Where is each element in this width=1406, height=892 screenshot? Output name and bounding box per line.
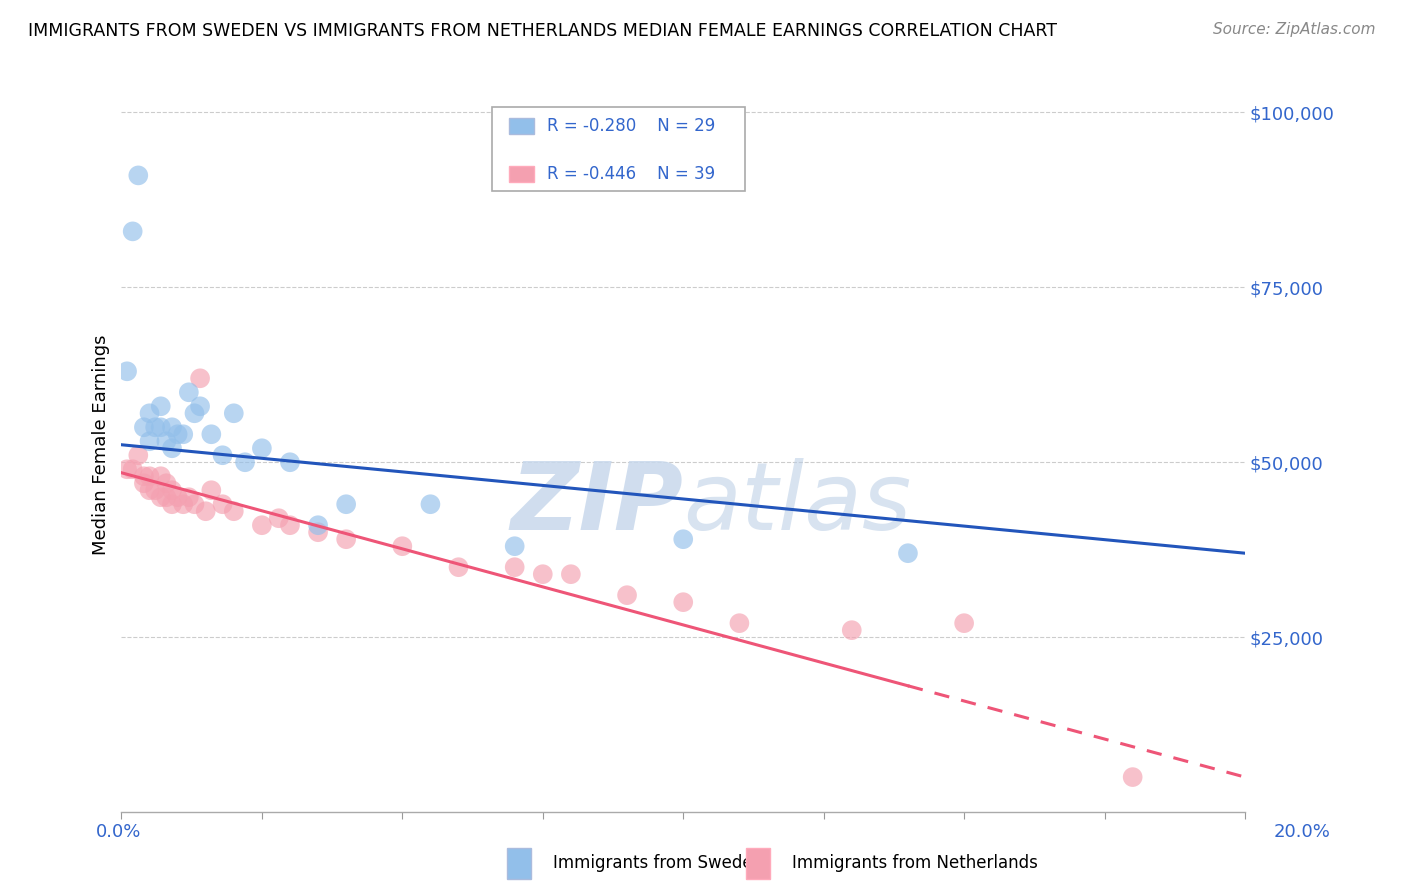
Point <box>132 476 155 491</box>
Point <box>149 469 172 483</box>
Point <box>121 224 143 238</box>
Point <box>447 560 470 574</box>
Point <box>897 546 920 560</box>
Point <box>267 511 290 525</box>
Text: ZIP: ZIP <box>510 458 683 549</box>
Point <box>188 371 211 385</box>
Point <box>278 518 301 533</box>
Point <box>335 532 357 546</box>
Point <box>160 420 183 434</box>
Point <box>149 420 172 434</box>
Point <box>233 455 256 469</box>
Point <box>155 490 177 504</box>
Point <box>531 567 554 582</box>
Point <box>138 483 160 498</box>
Point <box>115 364 138 378</box>
Point <box>138 469 160 483</box>
Text: Source: ZipAtlas.com: Source: ZipAtlas.com <box>1212 22 1375 37</box>
Point <box>211 448 233 462</box>
Point <box>672 595 695 609</box>
Point <box>149 399 172 413</box>
Point <box>419 497 441 511</box>
Point <box>194 504 217 518</box>
Point <box>127 169 149 183</box>
Point <box>672 532 695 546</box>
Y-axis label: Median Female Earnings: Median Female Earnings <box>93 334 110 555</box>
Point <box>183 497 205 511</box>
Point <box>143 483 166 498</box>
Point <box>503 539 526 553</box>
Point <box>222 406 245 420</box>
Point <box>121 462 143 476</box>
Text: R = -0.280    N = 29: R = -0.280 N = 29 <box>547 117 716 135</box>
Point <box>1122 770 1144 784</box>
Text: Immigrants from Netherlands: Immigrants from Netherlands <box>792 855 1038 872</box>
Point <box>335 497 357 511</box>
Point <box>728 616 751 631</box>
Point <box>166 427 188 442</box>
Point <box>177 490 200 504</box>
Point <box>250 442 273 456</box>
Point <box>841 623 863 637</box>
Point <box>250 518 273 533</box>
Point <box>953 616 976 631</box>
Point <box>132 420 155 434</box>
Point <box>132 469 155 483</box>
Point <box>188 399 211 413</box>
Point <box>183 406 205 420</box>
Text: atlas: atlas <box>683 458 911 549</box>
Point <box>307 525 329 540</box>
Point <box>211 497 233 511</box>
Point <box>172 497 194 511</box>
Point <box>160 442 183 456</box>
Point <box>166 490 188 504</box>
Point <box>143 420 166 434</box>
Text: R = -0.446    N = 39: R = -0.446 N = 39 <box>547 165 716 184</box>
FancyBboxPatch shape <box>509 118 534 134</box>
Point <box>149 490 172 504</box>
Point <box>138 406 160 420</box>
Point <box>200 483 222 498</box>
Point <box>172 427 194 442</box>
Point <box>560 567 582 582</box>
Point <box>503 560 526 574</box>
Point <box>160 483 183 498</box>
FancyBboxPatch shape <box>492 107 745 191</box>
Point <box>115 462 138 476</box>
Text: Immigrants from Sweden: Immigrants from Sweden <box>553 855 762 872</box>
Text: IMMIGRANTS FROM SWEDEN VS IMMIGRANTS FROM NETHERLANDS MEDIAN FEMALE EARNINGS COR: IMMIGRANTS FROM SWEDEN VS IMMIGRANTS FRO… <box>28 22 1057 40</box>
Point <box>155 476 177 491</box>
Point <box>138 434 160 449</box>
Point <box>200 427 222 442</box>
Point <box>127 448 149 462</box>
Point <box>307 518 329 533</box>
Text: 0.0%: 0.0% <box>96 822 141 840</box>
Point <box>160 497 183 511</box>
FancyBboxPatch shape <box>509 166 534 183</box>
Point <box>391 539 413 553</box>
Point <box>155 434 177 449</box>
Point <box>177 385 200 400</box>
Text: 20.0%: 20.0% <box>1274 822 1330 840</box>
Point <box>616 588 638 602</box>
Point <box>222 504 245 518</box>
Point <box>278 455 301 469</box>
